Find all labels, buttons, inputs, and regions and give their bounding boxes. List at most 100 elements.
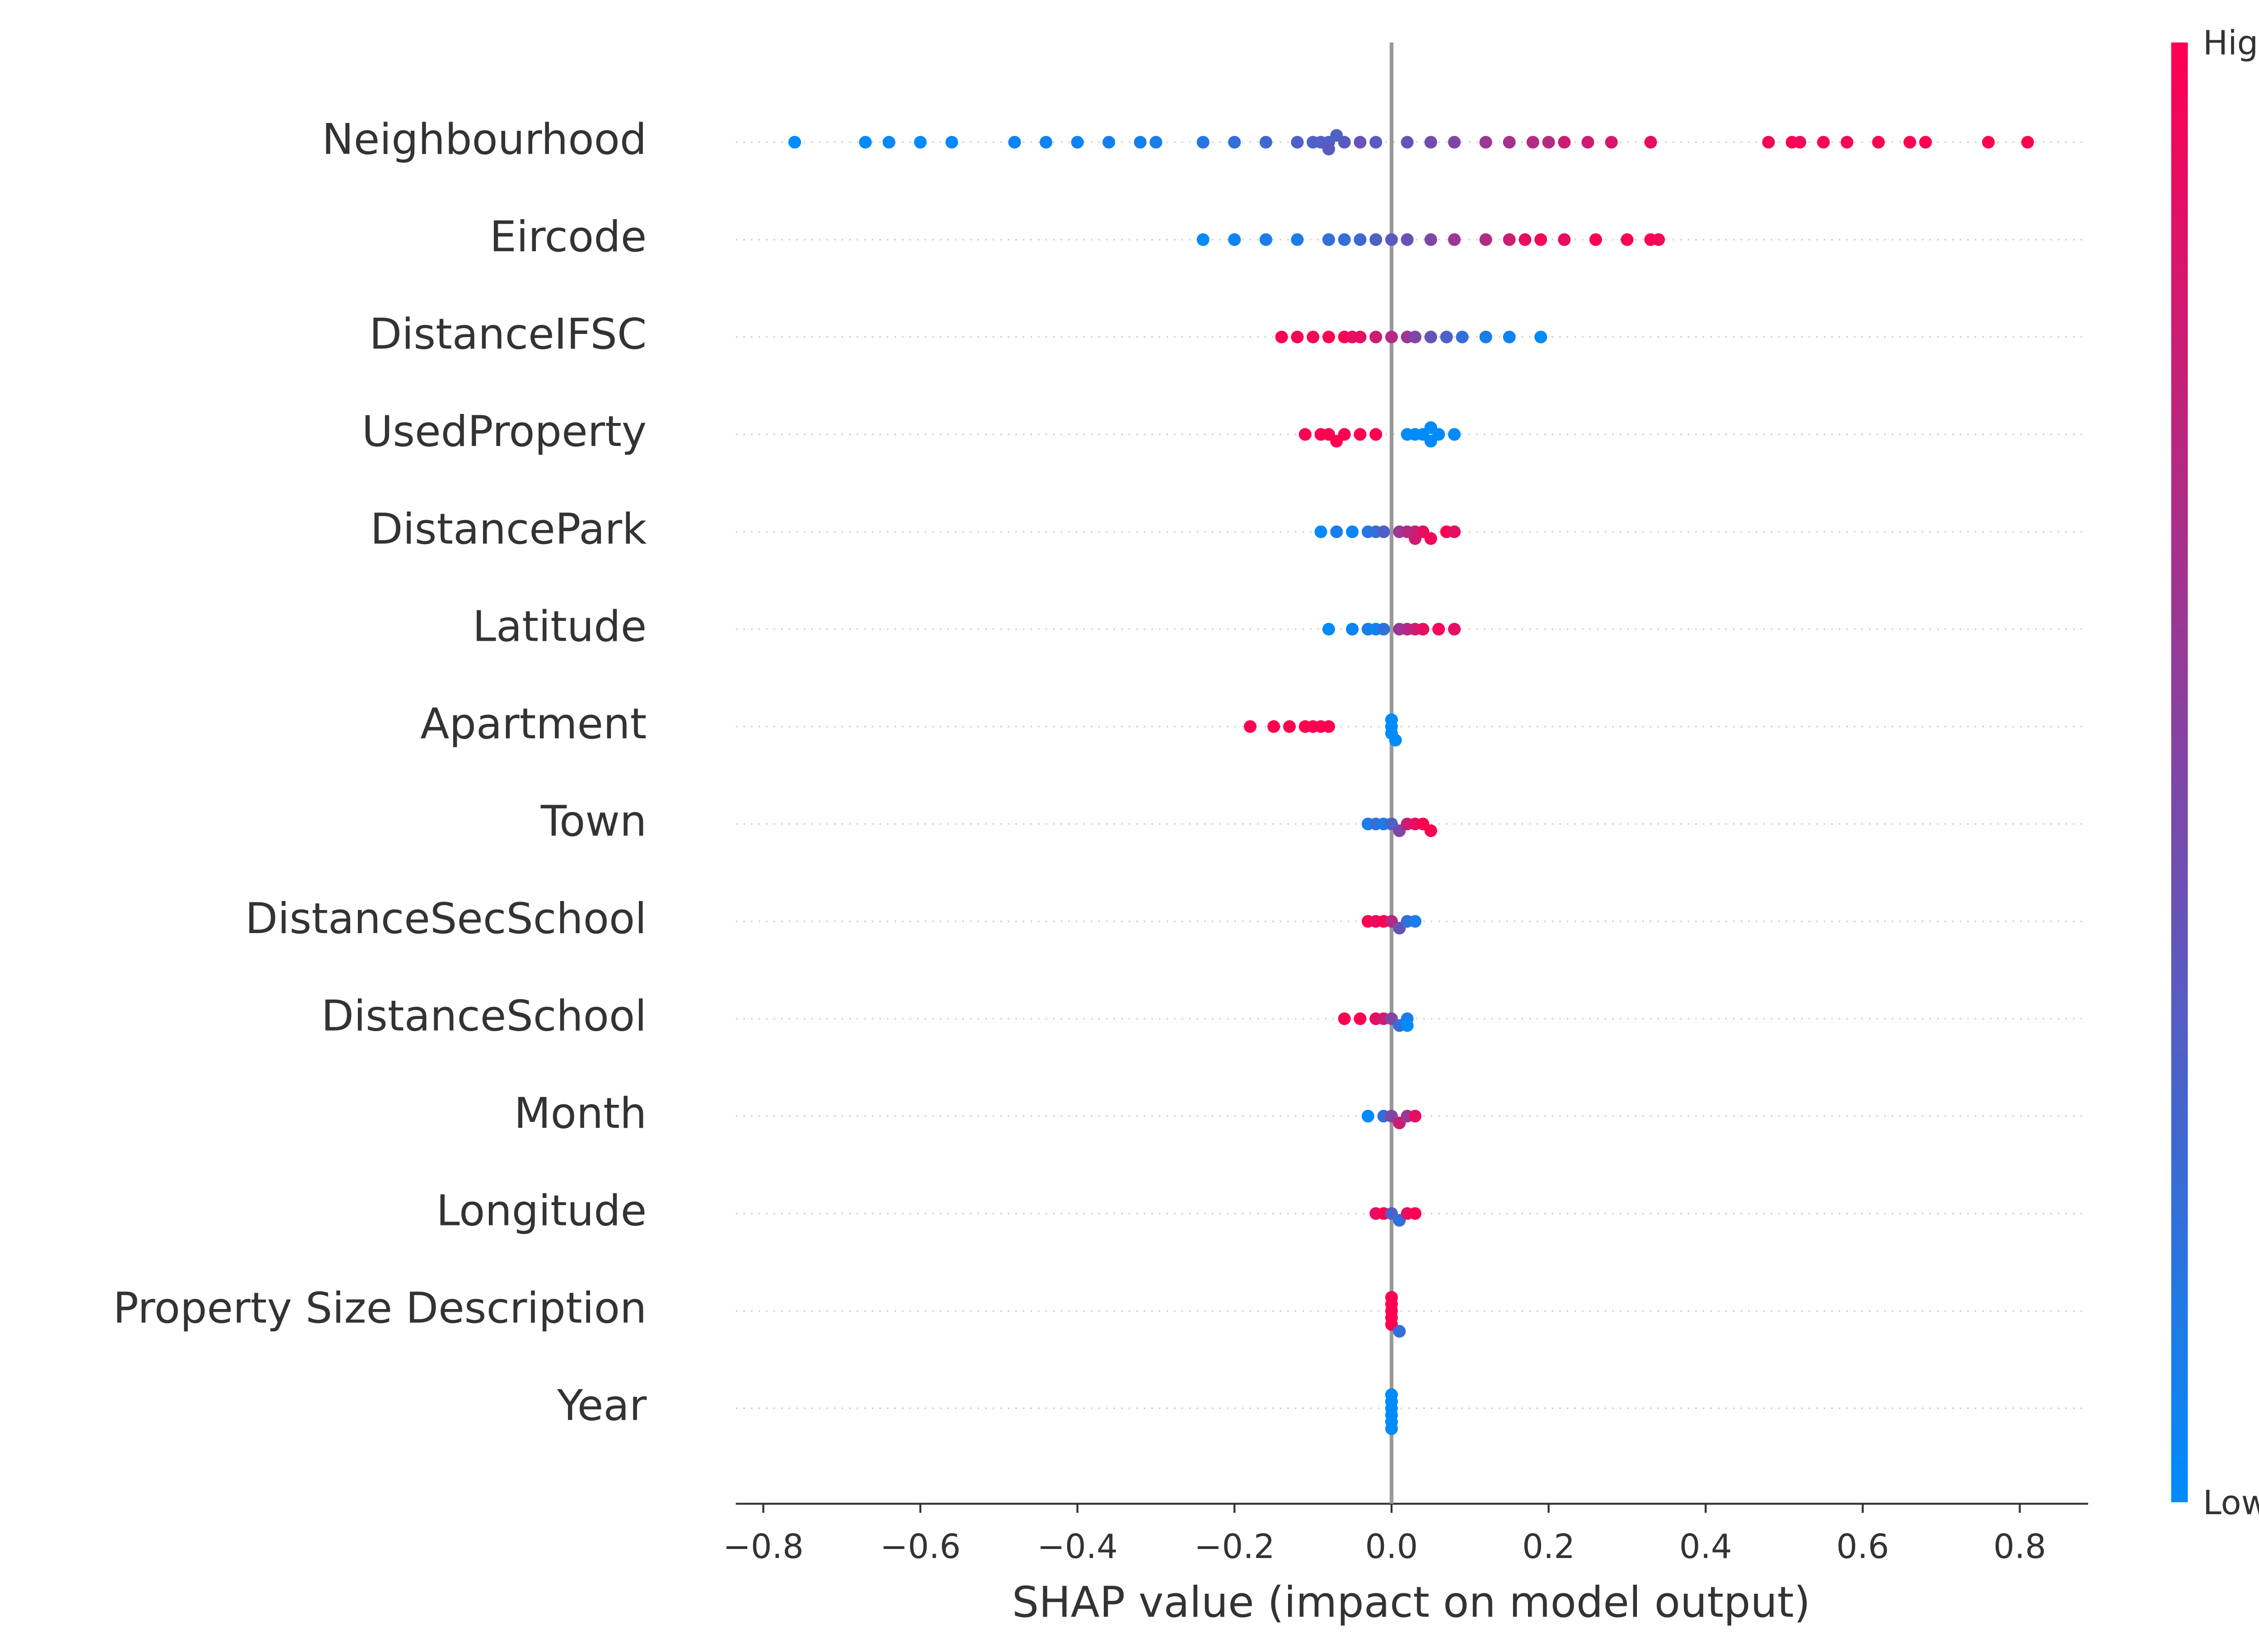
dot bbox=[1298, 428, 1312, 441]
dot bbox=[1361, 1110, 1374, 1123]
dot bbox=[1448, 428, 1461, 441]
dot bbox=[1385, 1422, 1398, 1435]
dot bbox=[1424, 136, 1437, 149]
dot bbox=[1581, 136, 1594, 149]
dot bbox=[1314, 525, 1327, 538]
feature-label: UsedProperty bbox=[362, 407, 647, 456]
dot bbox=[1432, 428, 1445, 441]
dot bbox=[1291, 233, 1304, 246]
dot bbox=[1919, 136, 1932, 149]
x-axis-label: SHAP value (impact on model output) bbox=[1012, 1578, 1810, 1627]
dot bbox=[1409, 330, 1422, 343]
dot bbox=[1071, 136, 1084, 149]
dot bbox=[1322, 720, 1335, 733]
dot bbox=[1354, 330, 1367, 343]
x-tick-label: 0.6 bbox=[1836, 1528, 1889, 1566]
dot bbox=[1008, 136, 1021, 149]
dot bbox=[1389, 734, 1402, 747]
x-tick-label: −0.4 bbox=[1037, 1528, 1118, 1566]
dot bbox=[1369, 330, 1383, 343]
dot bbox=[1377, 623, 1390, 636]
dot bbox=[2021, 136, 2034, 149]
dot bbox=[1369, 136, 1383, 149]
dot bbox=[1401, 1019, 1414, 1032]
dot bbox=[1621, 233, 1634, 246]
dot bbox=[1456, 330, 1469, 343]
dot bbox=[1401, 233, 1414, 246]
dot bbox=[1385, 233, 1398, 246]
dot bbox=[1424, 532, 1437, 545]
x-tick-label: −0.6 bbox=[880, 1528, 961, 1566]
dot bbox=[1354, 428, 1367, 441]
dot bbox=[1369, 428, 1383, 441]
dot bbox=[1291, 330, 1304, 343]
dot bbox=[1330, 525, 1343, 538]
dot bbox=[1267, 720, 1280, 733]
feature-label: DistanceSchool bbox=[321, 991, 647, 1041]
feature-label: Longitude bbox=[436, 1187, 647, 1236]
dot bbox=[1338, 233, 1351, 246]
dot bbox=[1196, 233, 1209, 246]
dot bbox=[1354, 1012, 1367, 1025]
dot bbox=[1283, 720, 1296, 733]
dot bbox=[1440, 330, 1453, 343]
dot bbox=[1385, 1388, 1398, 1401]
dot bbox=[1346, 525, 1359, 538]
dot bbox=[1322, 233, 1335, 246]
colorbar-high: High bbox=[2203, 24, 2259, 63]
x-tick-label: 0.4 bbox=[1679, 1528, 1732, 1566]
x-tick-label: −0.2 bbox=[1194, 1528, 1275, 1566]
x-tick-label: 0.2 bbox=[1522, 1528, 1575, 1566]
dot bbox=[1322, 623, 1335, 636]
dot bbox=[1149, 136, 1162, 149]
dot bbox=[1518, 233, 1532, 246]
dot bbox=[1448, 136, 1461, 149]
dot bbox=[1558, 136, 1571, 149]
dot bbox=[1589, 233, 1602, 246]
dot bbox=[1338, 428, 1351, 441]
dot bbox=[1841, 136, 1854, 149]
x-tick-label: −0.8 bbox=[723, 1528, 804, 1566]
dot bbox=[1479, 330, 1492, 343]
dot bbox=[1291, 136, 1304, 149]
dot bbox=[1338, 136, 1351, 149]
dot bbox=[1307, 330, 1320, 343]
dot bbox=[1196, 136, 1209, 149]
dot bbox=[1409, 915, 1422, 928]
dot bbox=[859, 136, 872, 149]
dot bbox=[1040, 136, 1053, 149]
feature-label: DistancePark bbox=[370, 505, 647, 554]
dot bbox=[1377, 525, 1390, 538]
x-tick-label: 0.0 bbox=[1365, 1528, 1418, 1566]
dot bbox=[1322, 142, 1335, 155]
feature-label: Property Size Description bbox=[113, 1284, 647, 1333]
dot bbox=[1385, 330, 1398, 343]
dot bbox=[1354, 136, 1367, 149]
dot bbox=[1401, 136, 1414, 149]
dot bbox=[1102, 136, 1115, 149]
dot bbox=[1479, 136, 1492, 149]
dot bbox=[1448, 623, 1461, 636]
feature-label: Eircode bbox=[490, 212, 647, 262]
dot bbox=[1503, 233, 1516, 246]
dot bbox=[1338, 1012, 1351, 1025]
dot bbox=[945, 136, 958, 149]
dot bbox=[1393, 1325, 1406, 1338]
dot bbox=[1479, 233, 1492, 246]
dot bbox=[1322, 330, 1335, 343]
dot bbox=[882, 136, 895, 149]
x-tick-label: 0.8 bbox=[1993, 1528, 2046, 1566]
dot bbox=[1652, 233, 1665, 246]
dot bbox=[1385, 1291, 1398, 1304]
dot bbox=[1354, 233, 1367, 246]
dot bbox=[1558, 233, 1571, 246]
dot bbox=[1424, 233, 1437, 246]
dot bbox=[1448, 525, 1461, 538]
dot bbox=[1503, 136, 1516, 149]
dot bbox=[1228, 233, 1241, 246]
dot bbox=[1244, 720, 1257, 733]
dot bbox=[1982, 136, 1995, 149]
feature-label: DistanceIFSC bbox=[369, 310, 647, 359]
dot bbox=[1259, 136, 1272, 149]
